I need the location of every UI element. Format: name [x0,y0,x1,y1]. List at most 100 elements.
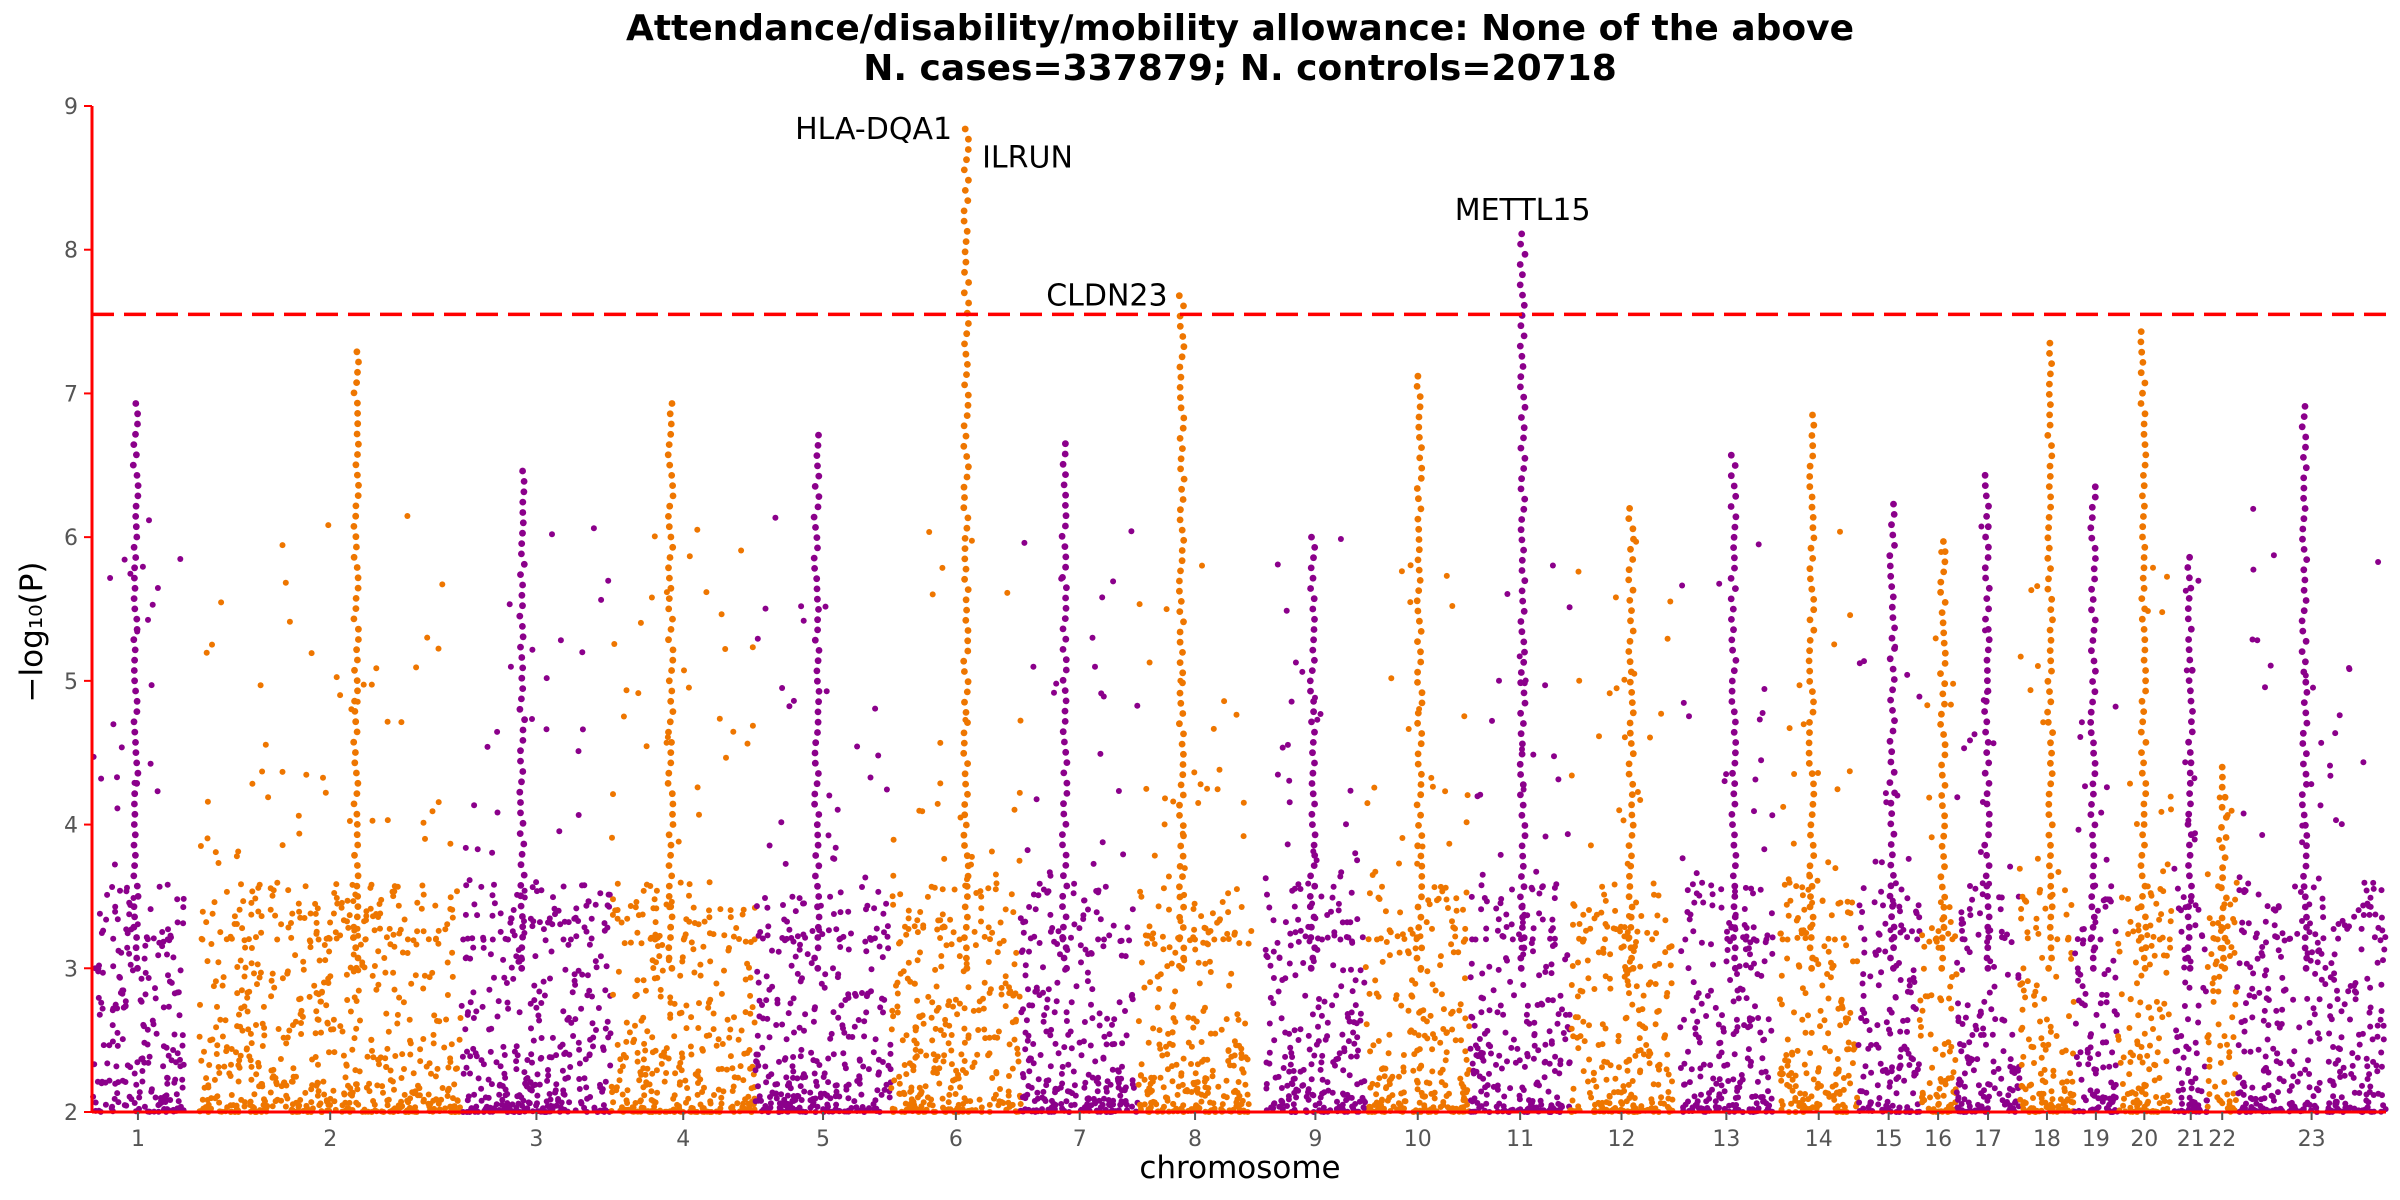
snp-point [1715,1021,1722,1028]
snp-point [1468,1013,1475,1020]
snp-point [1068,999,1075,1006]
snp-point [383,934,390,941]
snp-point [1129,1103,1135,1110]
snp-point [1138,959,1145,966]
snp-point [1160,946,1167,953]
snp-point [1383,1084,1390,1091]
snp-point [919,1012,926,1019]
snp-point [1178,485,1185,493]
snp-point [1374,1081,1381,1088]
snp-point [991,1095,997,1102]
snp-point [905,907,912,914]
snp-point [1462,1048,1469,1055]
snp-point [1114,1067,1121,1074]
snp-point [971,928,978,935]
snp-point [1411,1029,1418,1036]
snp-point [1234,1011,1241,1018]
snp-point [1061,615,1069,622]
snp-point [669,482,676,489]
snp-point [794,933,801,940]
snp-point [1235,1079,1242,1085]
snp-point [552,911,558,918]
snp-point [1115,788,1122,794]
snp-point [1297,886,1304,892]
snp-point [810,513,818,521]
snp-point [710,1010,717,1017]
snp-point [1020,1006,1026,1013]
snp-point [1483,1100,1490,1107]
snp-point [1495,966,1502,973]
snp-point [1338,983,1345,990]
snp-point [1517,730,1525,738]
snp-point [249,888,256,895]
snp-point [146,517,152,524]
snp-point [1720,1028,1727,1035]
snp-point [1607,985,1614,992]
snp-point [683,1025,690,1032]
snp-point [527,1000,534,1007]
snp-point [1060,923,1067,931]
snp-point [1278,1015,1285,1022]
snp-point [449,973,456,980]
snp-point [391,1086,397,1093]
snp-point [1416,1009,1423,1016]
snp-point [1011,961,1018,968]
snp-point [1634,928,1641,935]
snp-point [491,900,498,907]
snp-point [199,908,206,915]
snp-point [454,1097,461,1104]
snp-point [1063,759,1071,766]
snp-point [815,493,823,500]
snp-point [368,1037,375,1043]
snp-point [518,550,525,558]
snp-point [1349,988,1356,995]
snp-point [1179,761,1187,768]
snp-point [374,1082,381,1089]
snp-point [1449,918,1455,925]
snp-point [327,919,334,926]
snp-point [1548,961,1555,968]
snp-point [401,1066,407,1072]
snp-point [960,166,968,174]
snp-point [1799,892,1806,899]
snp-point [667,841,675,849]
snp-point [313,919,320,926]
snp-point [1180,750,1187,758]
snp-point [494,809,501,816]
snp-point [371,963,378,969]
snp-point [964,637,972,645]
snp-point [965,1034,972,1041]
snp-point [1733,1016,1740,1023]
snp-point [1721,1062,1728,1069]
snp-point [619,1091,626,1098]
snp-point [1531,1042,1538,1049]
snp-point [1731,882,1739,890]
snp-point [604,1018,611,1025]
snp-point [1691,1093,1698,1100]
snp-point [1765,1088,1771,1095]
snp-point [1517,893,1524,901]
snp-point [880,910,887,917]
snp-point [1432,987,1439,994]
snp-point [644,1065,651,1072]
snp-point [1679,582,1686,589]
snp-point [1408,992,1415,999]
snp-point [989,1075,996,1081]
snp-point [347,1008,354,1015]
snp-point [1731,780,1739,787]
snp-point [1417,474,1425,482]
snp-point [339,1102,346,1109]
snp-point [1400,1068,1407,1075]
snp-point [1569,1097,1576,1104]
snp-point [1176,863,1184,870]
snp-point [1682,936,1689,943]
snp-point [1496,677,1502,684]
snp-point [1693,890,1700,897]
snp-point [231,913,238,920]
snp-point [697,1076,704,1083]
snp-point [404,950,411,956]
snp-point [1310,626,1318,633]
snp-point [1310,698,1317,705]
snp-point [467,1070,473,1077]
snp-point [1769,812,1776,819]
